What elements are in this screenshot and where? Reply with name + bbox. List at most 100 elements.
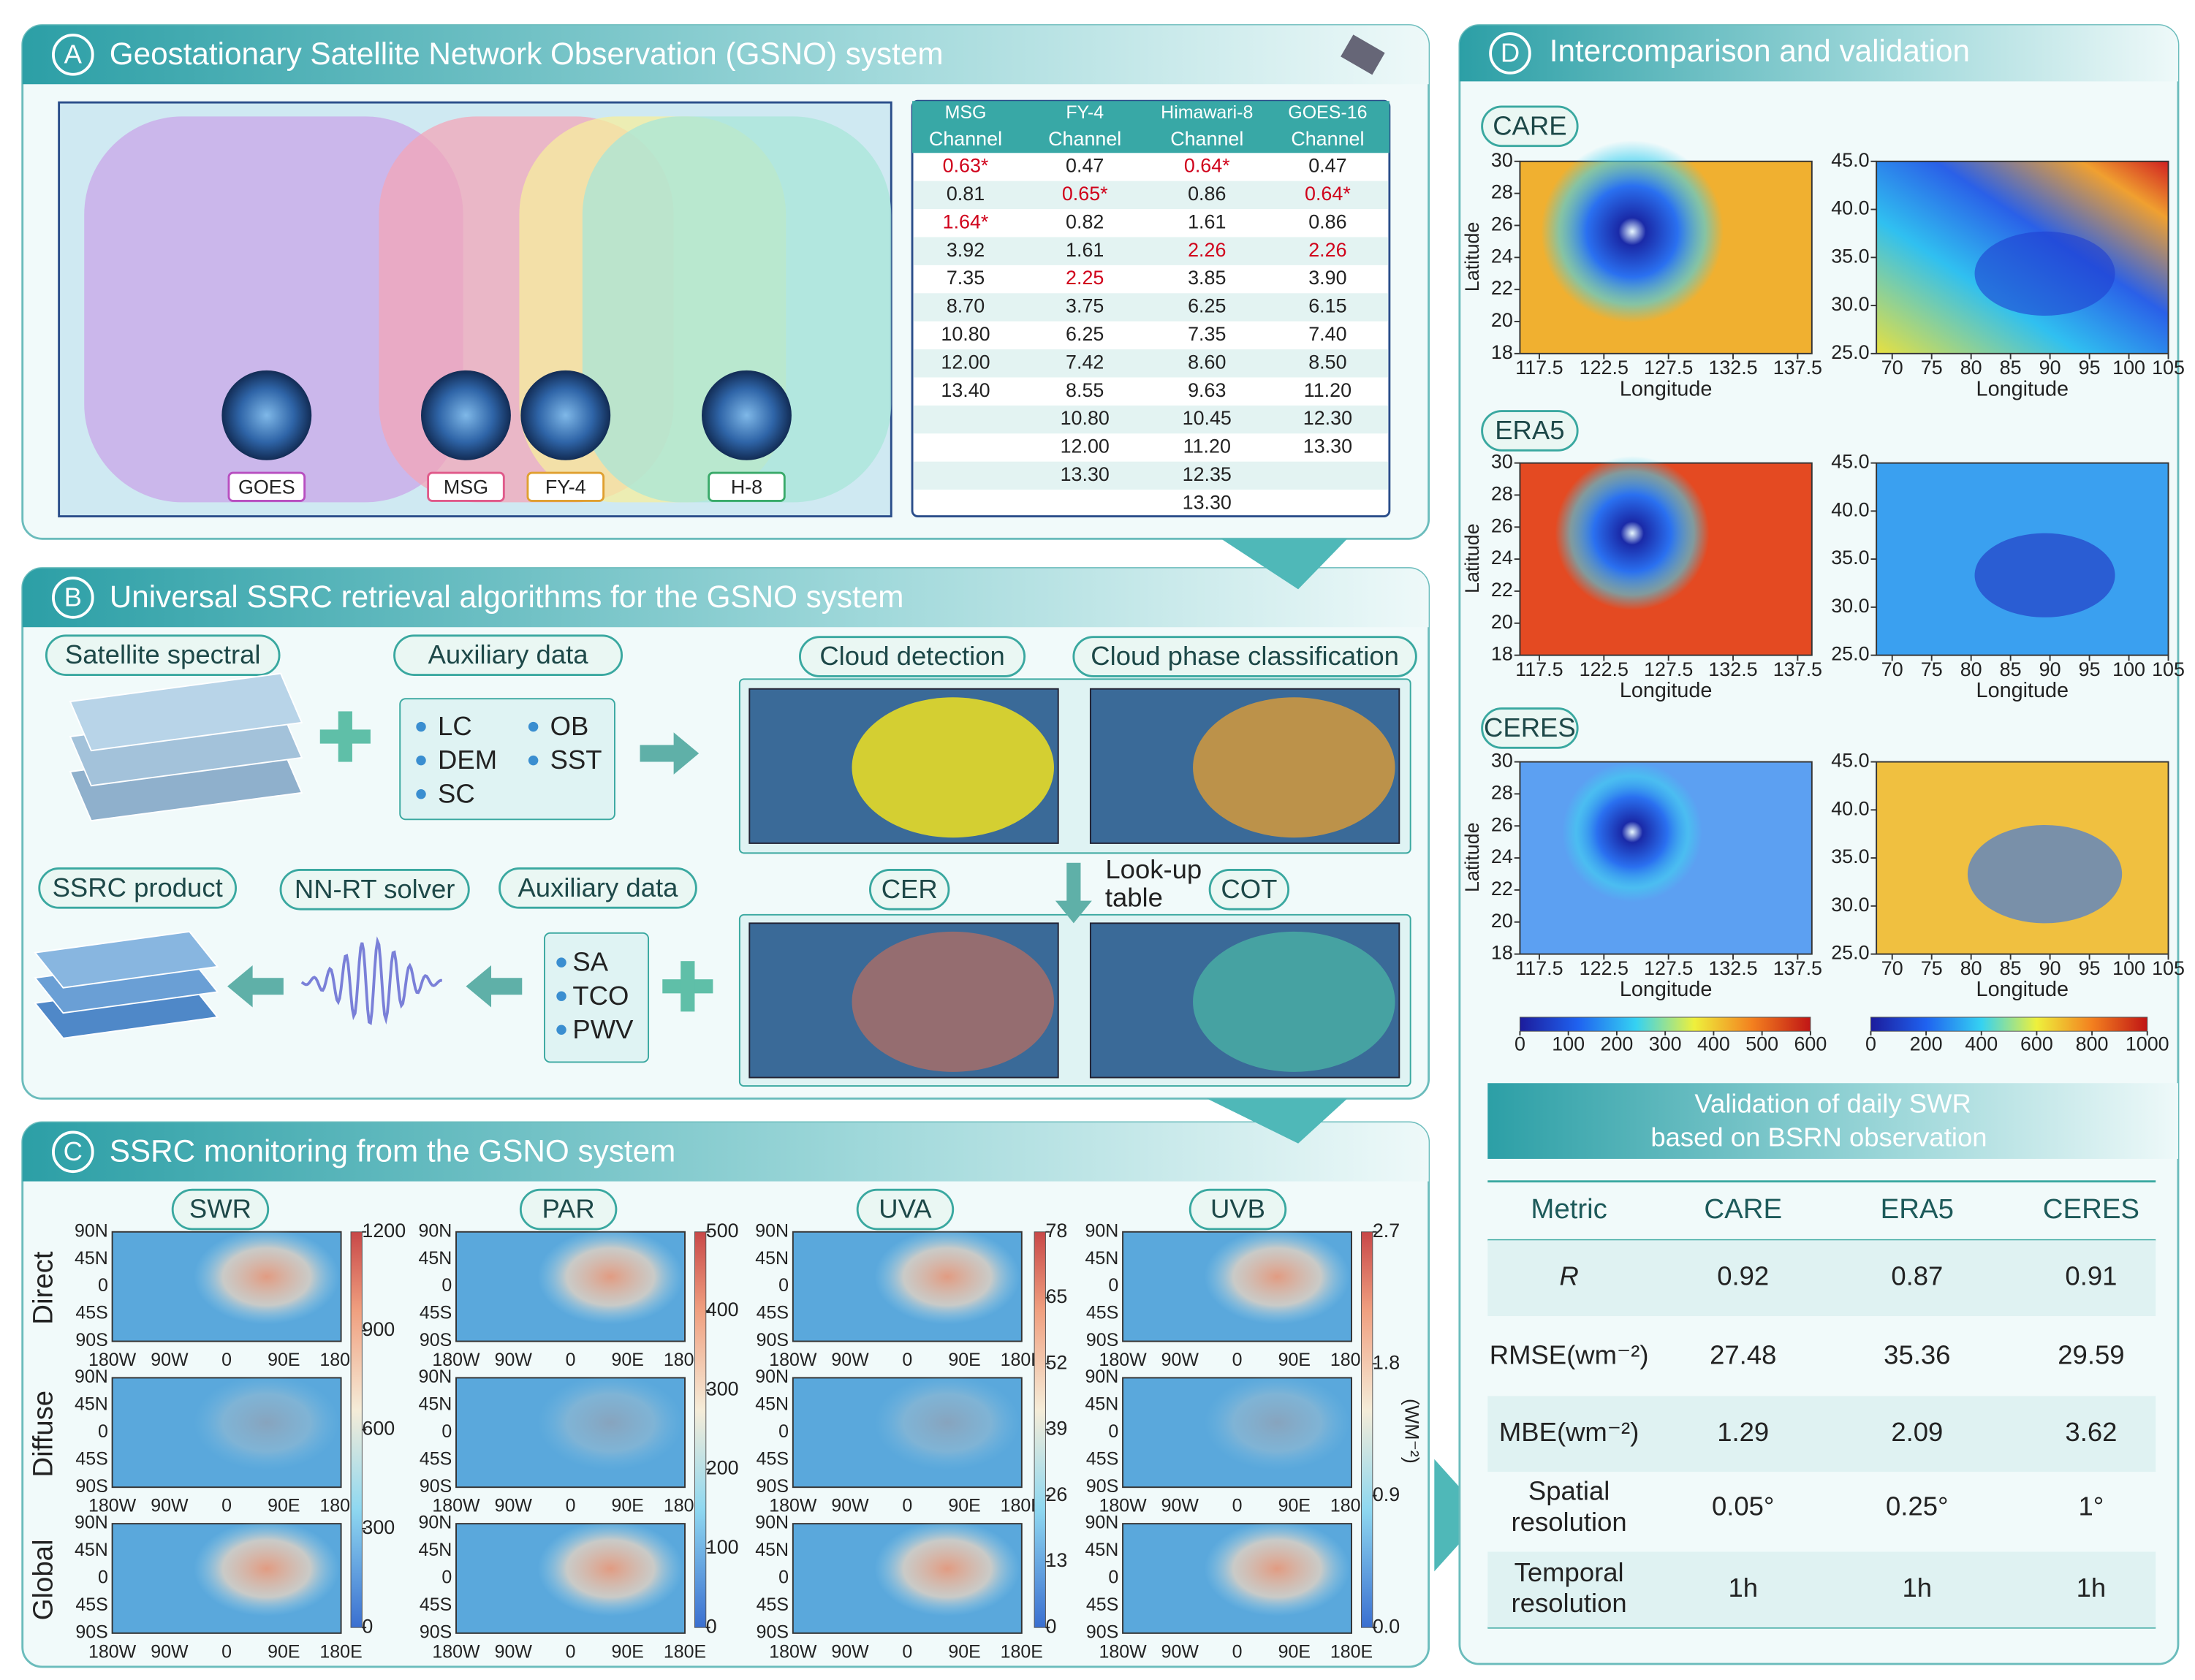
tag-label: CARE [1493,110,1566,140]
x-axis-label: Longitude [1620,978,1713,1001]
lon-tick-label: 90E [948,1641,980,1662]
coverage-disk [582,116,892,503]
lat-tick-label: 45N [418,1540,452,1560]
lon-tick-label: 90W [495,1496,533,1516]
table-cell: 0.86 [1188,183,1226,205]
colorbar-tick-label: 1200 [362,1220,406,1242]
lon-tick-label: 90E [948,1496,980,1516]
lat-tick-label: 45N [1085,1248,1119,1269]
x-axis-label: Longitude [1976,377,2069,400]
column-subheader: Channel [1291,128,1364,150]
x-axis-label: Longitude [1620,377,1713,400]
table-cell: 6.15 [1308,295,1346,317]
lat-tick-label: 45S [757,1448,789,1469]
column-header: Himawari-8 [1161,102,1253,123]
tag-label: Auxiliary data [518,873,678,902]
y-tick-label: 45.0 [1831,149,1869,171]
aux-item: PWV [572,1014,634,1044]
table-cell: 2.25 [1066,267,1104,289]
lon-tick-label: 180W [88,1350,137,1370]
map-overlay [1193,931,1395,1072]
table-cell: 0.86 [1308,210,1346,232]
x-axis-label: Longitude [1976,978,2069,1001]
lon-tick-label: 180E [1330,1641,1373,1662]
aux-item: LC [438,711,472,741]
unit-label: (WM⁻²) [1401,1399,1423,1464]
table-cell: 12.30 [1303,407,1352,429]
table-cell: 0.91 [2065,1261,2117,1291]
panel-title: SSRC monitoring from the GSNO system [110,1133,676,1168]
table-cell: 0.92 [1717,1261,1769,1291]
table-cell: 13.40 [941,379,990,401]
lon-tick-label: 180W [88,1496,137,1516]
lat-tick-label: 90S [420,1476,452,1497]
x-tick-label: 122.5 [1580,658,1629,680]
table-cell: RMSE(wm⁻²) [1490,1339,1649,1369]
column-subheader: Channel [1170,128,1243,150]
table-cell: 0.05° [1712,1491,1775,1521]
column-header: Metric [1531,1193,1607,1225]
table-cell: 3.90 [1308,267,1346,289]
lat-tick-label: 45N [755,1540,789,1560]
colorbar [350,1231,363,1628]
x-tick-label: 122.5 [1580,957,1629,979]
cyclone [1562,761,1703,902]
row-label: Diffuse [28,1391,59,1478]
y-axis-label: Latitude [1461,822,1483,892]
x-tick-label: 132.5 [1708,357,1757,379]
table-cell: 1.29 [1717,1417,1769,1447]
table-cell: 7.42 [1066,351,1104,373]
lon-tick-label: 180W [432,1641,480,1662]
colorbar-tick-label: 100 [706,1536,739,1558]
table-cell: 2.09 [1891,1417,1943,1447]
table-stripe [913,461,1388,490]
table-cell: 13.30 [1183,491,1232,513]
bullet [416,755,426,766]
y-tick-label: 22 [1491,579,1513,601]
ssrc-hotspot [193,1375,340,1471]
x-tick-label: 105 [2152,957,2185,979]
colorbar-tick-label: 200 [706,1457,739,1479]
table-cell: 0.47 [1308,155,1346,177]
tag [393,634,623,676]
lon-tick-label: 180W [1099,1641,1147,1662]
x-tick-label: 95 [2079,357,2101,379]
x-tick-label: 80 [1960,357,1982,379]
lon-tick-label: 90E [268,1496,300,1516]
arrow [1221,539,1348,590]
panel-label: C [64,1136,83,1166]
table-cell: 12.35 [1183,463,1232,485]
colorbar-tick-label: 600 [2020,1033,2053,1054]
tag [856,1188,955,1231]
x-tick-label: 117.5 [1515,357,1563,379]
x-tick-label: 80 [1960,957,1982,979]
satellite-name: MSG [444,476,488,498]
validation-title: Validation of daily SWR [1694,1089,1971,1119]
lon-tick-label: 180W [769,1496,817,1516]
panel-header [1459,25,2178,82]
colorbar-tick-label: 0 [362,1615,373,1637]
table-cell: 1h [1728,1573,1758,1603]
lat-tick-label: 45N [418,1248,452,1269]
lat-tick-label: 45S [757,1595,789,1615]
table-cell: 3.85 [1188,267,1226,289]
colorbar-tick-label: 100 [1552,1033,1585,1054]
lon-tick-label: 0 [902,1641,912,1662]
satellite-icon [1341,34,1385,75]
x-tick-label: 85 [2000,658,2022,680]
table-cell: 3.62 [2065,1417,2117,1447]
x-tick-label: 105 [2152,357,2185,379]
colorbar-tick-label: 2.7 [1373,1220,1400,1242]
lon-tick-label: 180W [88,1641,137,1662]
earth-globe [520,370,611,460]
y-tick-label: 20 [1491,611,1513,633]
x-tick-label: 90 [2039,357,2061,379]
colorbar-tick-label: 500 [706,1220,739,1242]
lon-tick-label: 90E [268,1350,300,1370]
table-cell: 0.64* [1305,183,1351,205]
tag-label: NN-RT solver [295,874,455,904]
tag [799,636,1026,677]
lat-tick-label: 0 [98,1421,108,1442]
lat-tick-label: 90N [755,1367,789,1387]
lat-tick-label: 0 [441,1567,452,1588]
